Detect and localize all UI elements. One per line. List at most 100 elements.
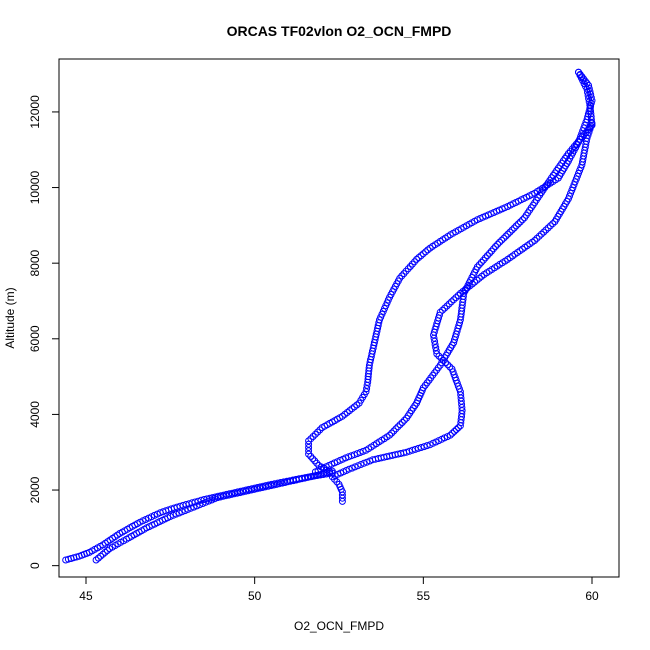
data-point <box>435 352 443 360</box>
data-point <box>586 125 594 133</box>
data-point <box>585 95 593 103</box>
data-point <box>311 457 319 465</box>
y-tick-label: 12000 <box>28 95 42 129</box>
y-tick-label: 6000 <box>28 325 42 352</box>
data-point <box>101 548 109 556</box>
data-point <box>99 550 107 558</box>
data-point <box>392 425 400 433</box>
y-tick-label: 8000 <box>28 250 42 277</box>
y-tick-label: 2000 <box>28 476 42 503</box>
data-point <box>584 131 592 139</box>
data-point <box>542 226 550 234</box>
data-point <box>441 304 449 312</box>
data-point <box>436 308 444 316</box>
data-point <box>588 119 596 127</box>
x-tick-label: 50 <box>248 589 262 603</box>
data-point <box>313 459 321 467</box>
data-point <box>514 220 522 228</box>
data-point <box>388 429 396 437</box>
data-point <box>486 249 493 257</box>
data-point <box>445 300 453 308</box>
data-point <box>446 431 454 439</box>
data-point <box>443 302 451 310</box>
x-axis-label: O2_OCN_FMPD <box>294 619 384 633</box>
data-point <box>504 230 512 238</box>
data-point <box>506 228 514 236</box>
data-point <box>396 421 404 429</box>
data-point <box>448 429 456 437</box>
data-point <box>537 230 545 238</box>
data-point <box>305 437 313 445</box>
data-point <box>314 428 322 436</box>
data-point <box>172 510 180 518</box>
data-point <box>479 256 487 264</box>
data-point <box>475 261 483 269</box>
data-point <box>521 214 528 222</box>
plot-frame <box>58 58 620 578</box>
x-tick-label: 60 <box>585 589 599 603</box>
data-point <box>483 252 491 260</box>
data-point <box>92 556 100 564</box>
data-point <box>533 234 541 242</box>
data-point <box>496 238 504 246</box>
data-point <box>103 547 111 554</box>
data-point <box>311 430 319 438</box>
data-point <box>419 250 427 258</box>
data-point <box>587 122 595 130</box>
data-point <box>452 294 460 302</box>
data-point <box>403 414 410 422</box>
data-point <box>316 426 324 434</box>
data-point <box>531 237 539 244</box>
y-tick-label: 10000 <box>28 171 42 205</box>
data-point <box>494 240 502 248</box>
data-point <box>432 347 440 355</box>
data-point <box>400 416 408 424</box>
x-tick-label: 45 <box>79 589 93 603</box>
data-point <box>437 354 445 362</box>
data-point <box>305 450 313 458</box>
data-point <box>446 363 454 371</box>
data-point <box>398 272 406 280</box>
data-point <box>390 427 398 435</box>
data-point <box>588 121 596 129</box>
y-axis: 0 2000 4000 6000 8000 10000 12000 <box>28 95 59 569</box>
data-point <box>572 140 580 148</box>
data-point <box>205 497 213 505</box>
data-point <box>305 444 313 451</box>
data-point <box>508 226 516 234</box>
data-point <box>423 442 431 450</box>
data-point <box>402 267 410 275</box>
data-point <box>535 232 543 240</box>
data-point <box>468 280 476 288</box>
data-point <box>477 258 485 266</box>
data-point <box>422 248 430 256</box>
y-axis-label: Altitude (m) <box>3 287 17 348</box>
data-point <box>424 246 432 254</box>
data-point <box>481 254 489 262</box>
data-point <box>544 224 552 232</box>
data-point <box>94 554 102 562</box>
data-point <box>97 552 105 560</box>
data-point <box>516 218 524 226</box>
data-point <box>585 82 593 89</box>
data-point <box>328 467 336 475</box>
data-point <box>473 276 481 284</box>
data-point <box>309 433 317 440</box>
data-point <box>584 92 592 99</box>
data-point <box>435 311 443 319</box>
data-point <box>519 216 526 224</box>
data-point <box>404 265 412 273</box>
data-point <box>442 359 449 367</box>
data-point <box>585 128 593 136</box>
data-point <box>345 465 353 473</box>
data-point <box>305 447 313 455</box>
data-point <box>394 423 402 431</box>
data-point <box>566 147 574 155</box>
data-point <box>307 435 315 443</box>
data-point <box>408 260 416 268</box>
data-point <box>439 356 447 364</box>
data-point <box>415 254 423 261</box>
chart-title: ORCAS TF02vlon O2_OCN_FMPD <box>227 23 452 39</box>
data-point <box>450 427 458 435</box>
